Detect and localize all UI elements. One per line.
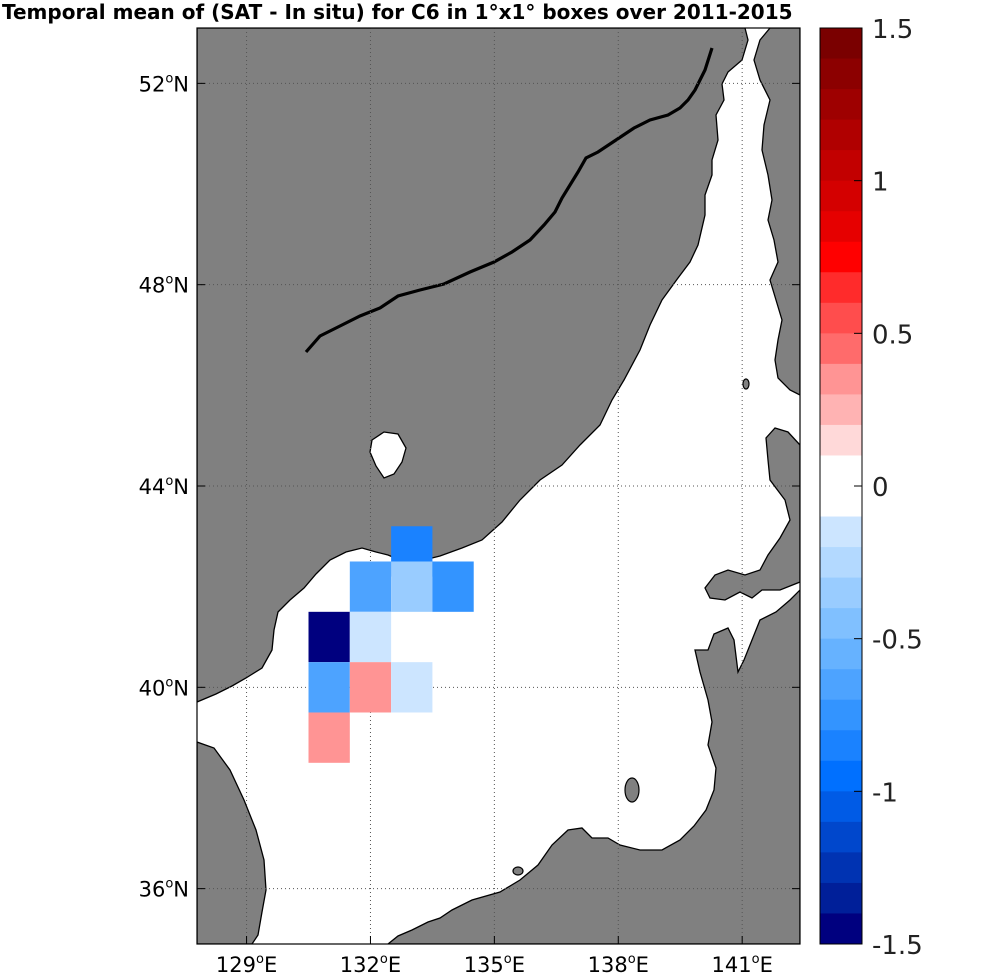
heatmap-cell [391, 561, 433, 612]
colorbar-segment [820, 241, 862, 273]
latitude-labels: 36oN 40oN 44oN 48oN 52oN [139, 71, 800, 902]
lat-tick-label: 44oN [139, 474, 189, 499]
longitude-labels: 129oE 132oE 135oE 138oE 141oE [216, 936, 773, 976]
land-sado-island [624, 777, 640, 803]
land-oki-island [512, 866, 524, 876]
colorbar-tick-label: -1 [872, 778, 898, 808]
heatmap-cell [308, 712, 350, 763]
colorbar-segment [820, 272, 862, 304]
colorbar-segment [820, 455, 862, 487]
colorbar-segment [820, 119, 862, 151]
colorbar-segment [820, 58, 862, 90]
colorbar-segment [820, 821, 862, 853]
colorbar-tick-label: -1.5 [872, 931, 923, 961]
graticule [197, 28, 800, 944]
colorbar-segment [820, 211, 862, 243]
colorbar-segment [820, 852, 862, 884]
colorbar-segment [820, 302, 862, 334]
river-amur [304, 47, 714, 354]
colorbar-tick-label: 0 [872, 473, 889, 503]
colorbar-segment [820, 363, 862, 395]
lat-tick-label: 52oN [139, 71, 189, 96]
lon-tick-label: 135oE [464, 952, 525, 976]
colorbar-segment [820, 424, 862, 456]
land-hokkaido [704, 427, 800, 601]
anomaly-cells [308, 526, 474, 763]
colorbar-segment [820, 638, 862, 670]
colorbar-segment [820, 882, 862, 914]
land-korea [197, 741, 267, 944]
lon-tick-label: 141oE [712, 952, 773, 976]
lon-tick-label: 132oE [340, 952, 401, 976]
lon-tick-label: 129oE [216, 952, 277, 976]
colorbar-segment [820, 486, 862, 518]
heatmap-cell [308, 662, 350, 713]
land-sakhalin [753, 28, 800, 396]
colorbar-segment [820, 89, 862, 121]
colorbar-tick-label: 1.5 [872, 15, 913, 45]
colorbar-segment [820, 669, 862, 701]
colorbar [819, 27, 863, 945]
heatmap-cell [391, 662, 433, 713]
colorbar-segment [820, 608, 862, 640]
colorbar-segment [820, 547, 862, 579]
lat-tick-label: 40oN [139, 675, 189, 700]
heatmap-cell [432, 561, 474, 612]
lake-khanka [369, 431, 407, 479]
colorbar-segment [820, 577, 862, 609]
heatmap-cell [308, 611, 350, 663]
colorbar-segment [820, 760, 862, 792]
colorbar-segment [820, 394, 862, 426]
colorbar-segment [820, 699, 862, 731]
colorbar-segment [820, 333, 862, 365]
colorbar-segment [820, 913, 862, 945]
land-rishiri-island [742, 378, 750, 390]
colorbar-tick-label: -0.5 [872, 626, 923, 656]
colorbar-segment [820, 180, 862, 212]
map-title: Temporal mean of (SAT - In situ) for C6 … [2, 0, 793, 24]
lon-tick-label: 138oE [588, 952, 649, 976]
colorbar-tick-label: 0.5 [872, 320, 913, 350]
heatmap-cell [349, 611, 392, 663]
colorbar-segment [820, 150, 862, 182]
colorbar-segment [820, 791, 862, 823]
colorbar-tick-label: 1 [872, 168, 889, 198]
colorbar-segment [820, 730, 862, 762]
land-mainland [197, 28, 749, 703]
colorbar-segment [820, 516, 862, 548]
colorbar-labels: 1.5 1 0.5 0 -0.5 -1 -1.5 [854, 15, 923, 961]
land-honshu [386, 589, 800, 944]
heatmap-cell [349, 662, 392, 713]
lat-tick-label: 36oN [139, 877, 189, 902]
colorbar-segment [820, 28, 862, 60]
heatmap-cell [349, 561, 392, 612]
lat-tick-label: 48oN [139, 273, 189, 298]
